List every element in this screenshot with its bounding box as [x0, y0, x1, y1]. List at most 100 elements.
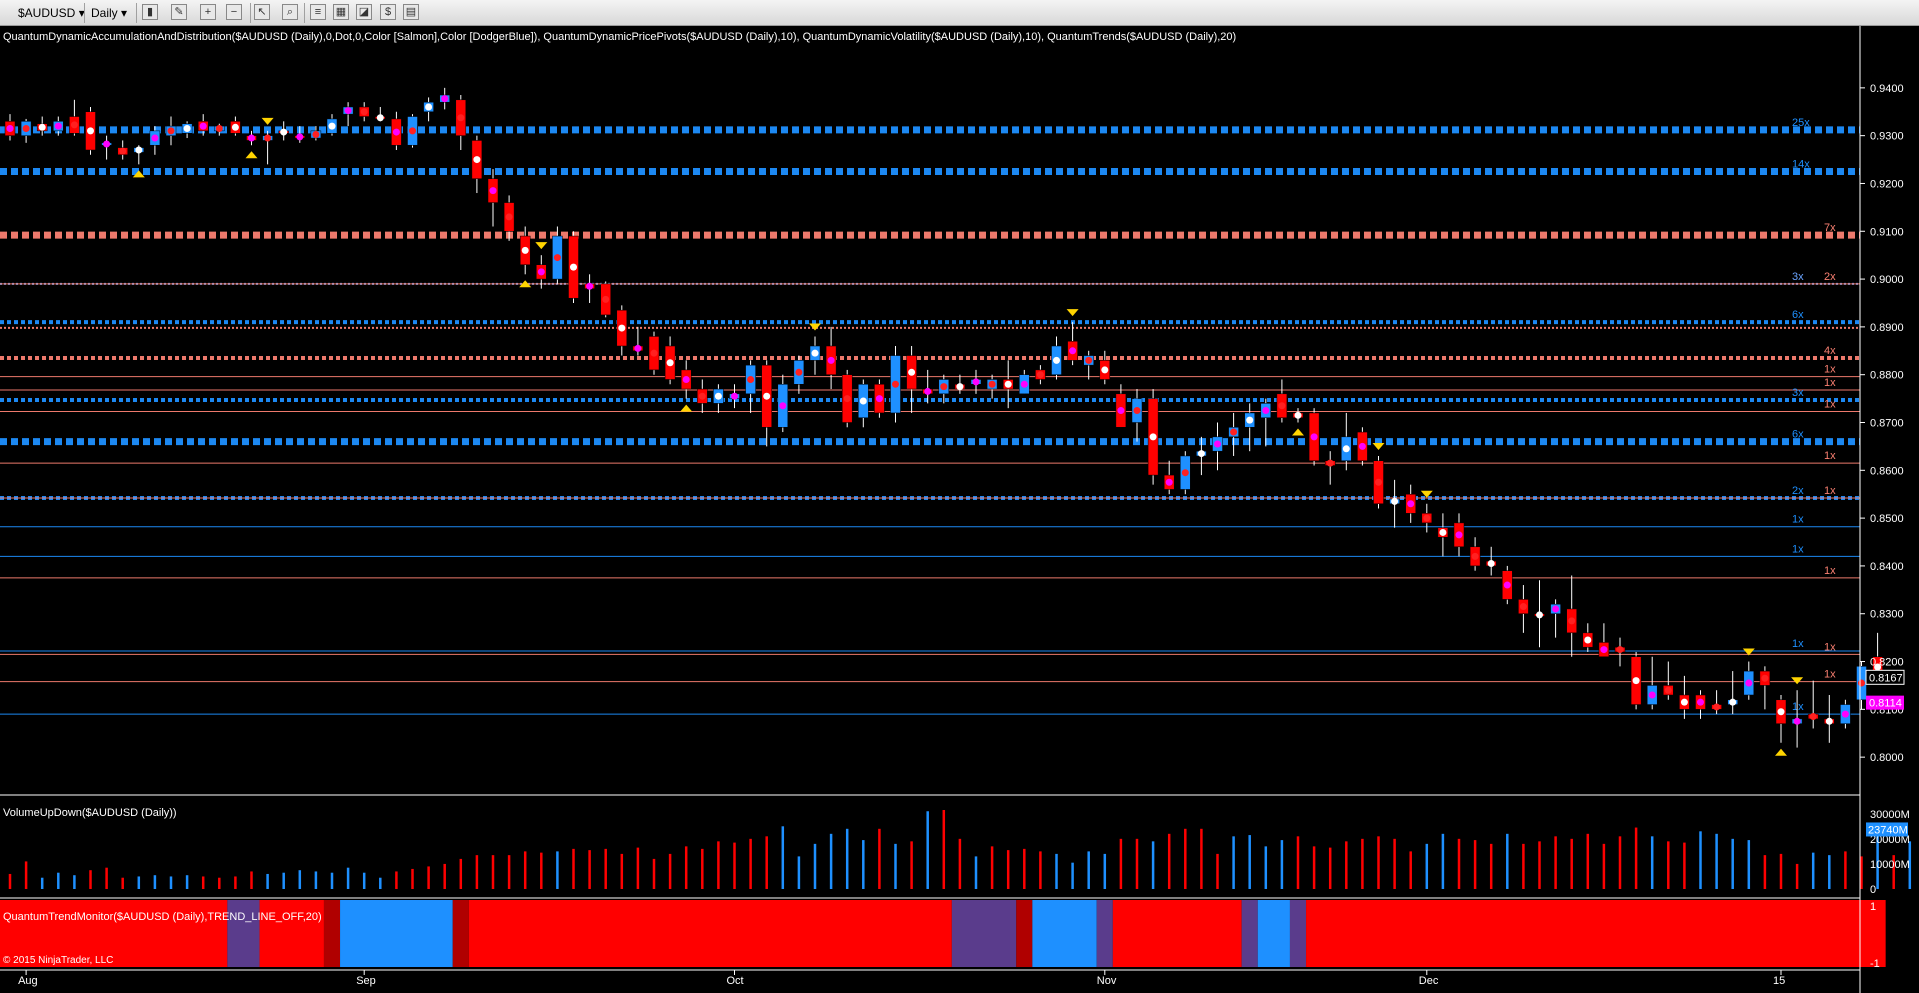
volatility-dot	[392, 128, 400, 136]
volatility-dot	[425, 103, 433, 111]
trend-segment	[323, 900, 341, 967]
trend-segment	[1032, 900, 1097, 967]
toolbar: $AUDUSD ▾ Daily ▾ ▮ ✎ + − ↖ ⌕ ≡ ▦ ◪ $ ▤	[0, 0, 1919, 26]
volatility-dot	[1793, 717, 1801, 725]
volatility-dot	[505, 213, 513, 221]
last-price-label: 0.8167	[1869, 672, 1903, 684]
volatility-dot	[1165, 478, 1173, 486]
volatility-dot	[650, 349, 658, 357]
trend-segment	[1096, 900, 1113, 967]
volatility-dot	[1391, 497, 1399, 505]
volatility-dot	[151, 134, 159, 142]
price-tick-label: 0.9300	[1870, 131, 1904, 143]
axes: 0.9400 0.9300 0.9200 0.9100 0.9000 0.8900 0.88…	[0, 26, 1910, 993]
volatility-dot	[875, 395, 883, 403]
volatility-dot	[1020, 380, 1028, 388]
volatility-dot	[360, 108, 368, 116]
volatility-dot	[1552, 605, 1560, 613]
volatility-dot	[537, 268, 545, 276]
triangle-marker	[1791, 677, 1804, 685]
instrument-selector[interactable]: $AUDUSD ▾	[18, 6, 85, 20]
volatility-dot	[618, 324, 626, 332]
volume-tick-label: 10000M	[1870, 859, 1910, 871]
volatility-dot	[908, 368, 916, 376]
volatility-dot	[231, 123, 239, 131]
data-box-icon[interactable]: ▤	[403, 4, 419, 20]
cursor-icon[interactable]: ↖	[254, 4, 270, 20]
properties-icon[interactable]: ≡	[310, 4, 326, 20]
volatility-dot	[1294, 411, 1302, 419]
volatility-dot	[1053, 356, 1060, 364]
bar-type-icon[interactable]: ▮	[142, 4, 158, 20]
pivot-label: 1x	[1824, 450, 1836, 462]
pivot-label: 25x	[1792, 117, 1810, 129]
volatility-dot	[972, 378, 980, 386]
volatility-dot	[763, 392, 771, 400]
volatility-dot	[1600, 646, 1608, 654]
volatility-dot	[1342, 445, 1350, 453]
volatility-dot	[956, 383, 964, 391]
volatility-dot	[1697, 698, 1704, 706]
volatility-dot	[167, 127, 175, 135]
volatility-dot	[1519, 603, 1527, 611]
volatility-dot	[682, 375, 690, 383]
volatility-dot	[811, 349, 819, 357]
volatility-dot	[795, 368, 803, 376]
volatility-dot	[457, 114, 465, 122]
volatility-dot	[988, 380, 996, 388]
price-panel-label: QuantumDynamicAccumulationAndDistributio…	[3, 31, 1237, 43]
strategies-icon[interactable]: ◪	[356, 4, 372, 20]
triangle-marker	[535, 242, 548, 250]
volatility-dot	[1648, 691, 1656, 699]
volume-tick-label: 30000M	[1870, 809, 1910, 821]
trend-segment	[1016, 900, 1033, 967]
volatility-dot	[6, 124, 14, 132]
volatility-dot	[135, 146, 143, 154]
volatility-dot	[1423, 514, 1431, 522]
pivot-label: 1x	[1824, 377, 1836, 389]
candles	[4, 87, 1883, 748]
price-tick-label: 0.8900	[1870, 322, 1904, 334]
pivot-label: 4x	[1824, 345, 1836, 357]
magnifier-icon[interactable]: ⌕	[282, 4, 298, 20]
timeframe-selector[interactable]: Daily ▾	[91, 6, 128, 20]
indicators-icon[interactable]: ▦	[333, 4, 349, 20]
volatility-dot	[1568, 617, 1576, 625]
time-tick-label: 15	[1773, 975, 1785, 987]
volume-bars	[0, 794, 1912, 889]
volatility-dot	[296, 133, 304, 141]
last-volume-label: 23740M	[1868, 824, 1908, 836]
triangle-marker	[680, 404, 693, 412]
zoom-in-icon[interactable]: +	[200, 4, 216, 20]
last-price-box	[1865, 669, 1905, 685]
pivot-label: 6x	[1792, 309, 1804, 321]
triangle-marker	[1066, 309, 1079, 317]
volatility-dot	[328, 122, 336, 130]
volatility-dot	[1745, 679, 1753, 687]
volatility-dot	[1358, 442, 1366, 450]
volatility-dot	[1858, 679, 1865, 687]
trend-segment	[1241, 900, 1258, 967]
trend-segment	[0, 900, 228, 967]
volatility-dot	[731, 392, 738, 400]
trend-tick-label: 1	[1870, 901, 1876, 913]
triangle-marker	[809, 323, 821, 331]
pivot-label: 1x	[1792, 701, 1804, 713]
draw-pencil-icon[interactable]: ✎	[171, 4, 187, 20]
price-tick-label: 0.8000	[1870, 752, 1904, 764]
time-tick-label: Nov	[1097, 975, 1117, 987]
pivot-label: 1x	[1824, 669, 1836, 681]
zoom-out-icon[interactable]: −	[226, 4, 242, 20]
triangle-marker	[1775, 748, 1787, 756]
volatility-dot	[312, 130, 320, 138]
pivot-label: 2x	[1824, 271, 1836, 283]
volatility-dot	[38, 123, 46, 131]
volatility-dot	[1841, 710, 1849, 718]
price-tick-label: 0.9100	[1870, 226, 1904, 238]
volatility-dot	[1407, 500, 1415, 508]
dollar-icon[interactable]: $	[380, 4, 396, 20]
pivot-label: 1x	[1824, 641, 1836, 653]
volatility-dot	[1036, 371, 1044, 379]
